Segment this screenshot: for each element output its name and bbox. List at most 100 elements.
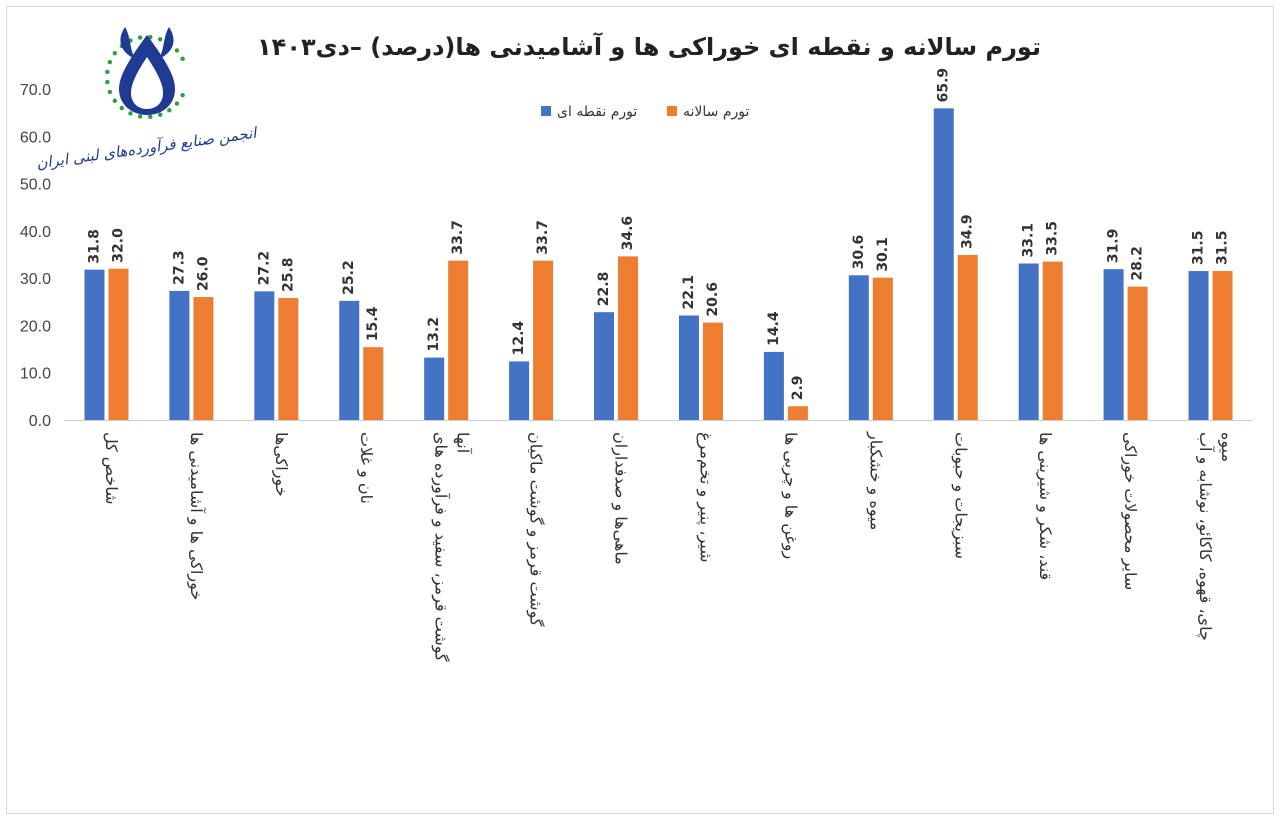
bar-point — [84, 269, 105, 420]
bar-annual — [872, 277, 893, 420]
bar-point — [678, 315, 699, 420]
logo-star — [158, 112, 163, 117]
bar-point — [848, 275, 869, 420]
logo-star — [148, 114, 153, 120]
category-label: سبزیجات و حبوبات — [950, 432, 970, 559]
logo-star — [112, 98, 118, 103]
category-label: نان و غلات — [356, 432, 376, 504]
bar-point — [763, 351, 784, 420]
y-tick-label: 20.0 — [20, 318, 51, 335]
chart-frame: انجمن صنایع فرآورده‌های لبنی ایران تورم … — [6, 6, 1274, 814]
data-label: 32.0 — [110, 228, 126, 263]
logo-star — [105, 69, 110, 75]
data-label: 25.2 — [341, 260, 357, 295]
data-label: 26.0 — [195, 256, 211, 291]
data-label: 31.8 — [86, 229, 102, 264]
data-label: 27.2 — [256, 251, 272, 286]
bar-annual — [1212, 271, 1233, 420]
bar-point — [594, 312, 615, 420]
data-label: 28.2 — [1130, 246, 1146, 281]
bar-point — [1018, 263, 1039, 420]
category-labels: شاخص کل خوراکی ها و آشامیدنی ها خوراکی‌ها ن… — [101, 431, 1237, 662]
bar-point — [424, 357, 445, 420]
bar-point — [933, 108, 954, 420]
y-axis: 0.0 10.0 20.0 30.0 40.0 50.0 60.0 70.0 — [20, 82, 1253, 430]
logo-star — [180, 92, 185, 98]
bar-annual — [108, 268, 129, 420]
logo-star — [128, 111, 133, 116]
data-label: 25.8 — [280, 257, 296, 292]
data-label: 20.6 — [705, 282, 721, 317]
data-label: 2.9 — [790, 375, 806, 400]
y-tick-label: 40.0 — [20, 224, 51, 241]
category-label: خوراکی‌ها — [271, 432, 291, 497]
y-tick-label: 60.0 — [20, 129, 51, 146]
chart-title: تورم سالانه و نقطه ای خوراکی ها و آشامید… — [257, 32, 1041, 61]
data-label: 14.4 — [766, 311, 782, 346]
logo-star — [180, 56, 185, 62]
data-label: 33.7 — [450, 220, 466, 255]
logo-star — [167, 108, 172, 113]
data-label: 27.3 — [171, 250, 187, 285]
association-logo: انجمن صنایع فرآورده‌های لبنی ایران — [35, 27, 259, 172]
category-label: شیر، پنیر و تخم‌مرغ — [695, 432, 715, 563]
logo-star — [174, 48, 180, 53]
logo-name: انجمن صنایع فرآورده‌های لبنی ایران — [35, 122, 259, 172]
y-tick-label: 10.0 — [20, 366, 51, 383]
data-label: 22.1 — [681, 275, 697, 310]
bar-annual — [278, 298, 299, 420]
data-label: 12.4 — [511, 321, 527, 356]
bar-point — [1188, 271, 1209, 420]
category-label: شاخص کل — [101, 432, 121, 505]
logo-star — [137, 114, 143, 119]
bar-point — [1103, 269, 1124, 420]
data-label: 22.8 — [596, 272, 612, 307]
logo-star — [112, 51, 118, 56]
legend-swatch — [541, 106, 551, 116]
bar-annual — [957, 254, 978, 420]
data-label: 31.9 — [1106, 229, 1122, 264]
bar-annual — [363, 347, 384, 420]
legend-label: تورم نقطه ای — [557, 104, 637, 120]
legend-swatch — [667, 106, 677, 116]
bar-annual — [702, 322, 723, 420]
bars: 31.8 32.0 27.3 26.0 27.2 25.8 25.2 15.4 13.2 33.7… — [84, 68, 1233, 420]
bar-point — [169, 290, 190, 420]
data-label: 31.5 — [1191, 231, 1207, 266]
bar-point — [339, 300, 360, 420]
category-label: گوشت قرمز و گوشت ماکیان — [526, 432, 546, 627]
data-label: 65.9 — [936, 68, 952, 103]
category-label: آنها — [453, 432, 473, 455]
legend: تورم نقطه ای تورم سالانه — [541, 104, 749, 120]
data-label: 34.6 — [620, 216, 636, 251]
category-label: چای، قهوه، کاکائو، نوشابه و آب — [1195, 432, 1215, 641]
data-label: 33.1 — [1021, 223, 1037, 258]
legend-label: تورم سالانه — [683, 104, 749, 120]
category-label: قند، شکر و شیرینی ها — [1035, 432, 1055, 580]
logo-star — [119, 105, 125, 111]
bar-annual — [1042, 261, 1063, 420]
logo-star — [158, 37, 163, 42]
y-tick-label: 70.0 — [20, 82, 51, 99]
data-label: 15.4 — [365, 306, 381, 341]
bar-point — [509, 361, 530, 420]
category-label: میوه — [1217, 432, 1237, 462]
logo-star — [107, 89, 113, 95]
bar-annual — [193, 297, 214, 420]
logo-drop-inner — [131, 57, 163, 109]
bar-annual — [1127, 286, 1148, 420]
bar-annual — [448, 260, 469, 420]
data-label: 13.2 — [426, 317, 442, 352]
data-label: 30.6 — [851, 235, 867, 270]
logo-star — [107, 59, 113, 65]
bar-annual — [533, 260, 554, 420]
category-label: میوه و خشکبار — [865, 431, 885, 530]
data-label: 30.1 — [875, 237, 891, 272]
y-tick-label: 0.0 — [29, 413, 51, 430]
y-tick-label: 50.0 — [20, 177, 51, 194]
bar-annual — [618, 256, 639, 420]
logo-star — [174, 101, 180, 106]
category-label: روغن ها و چربی ها — [780, 432, 800, 559]
data-label: 33.7 — [535, 220, 551, 255]
bar-chart: انجمن صنایع فرآورده‌های لبنی ایران تورم … — [20, 27, 1253, 662]
